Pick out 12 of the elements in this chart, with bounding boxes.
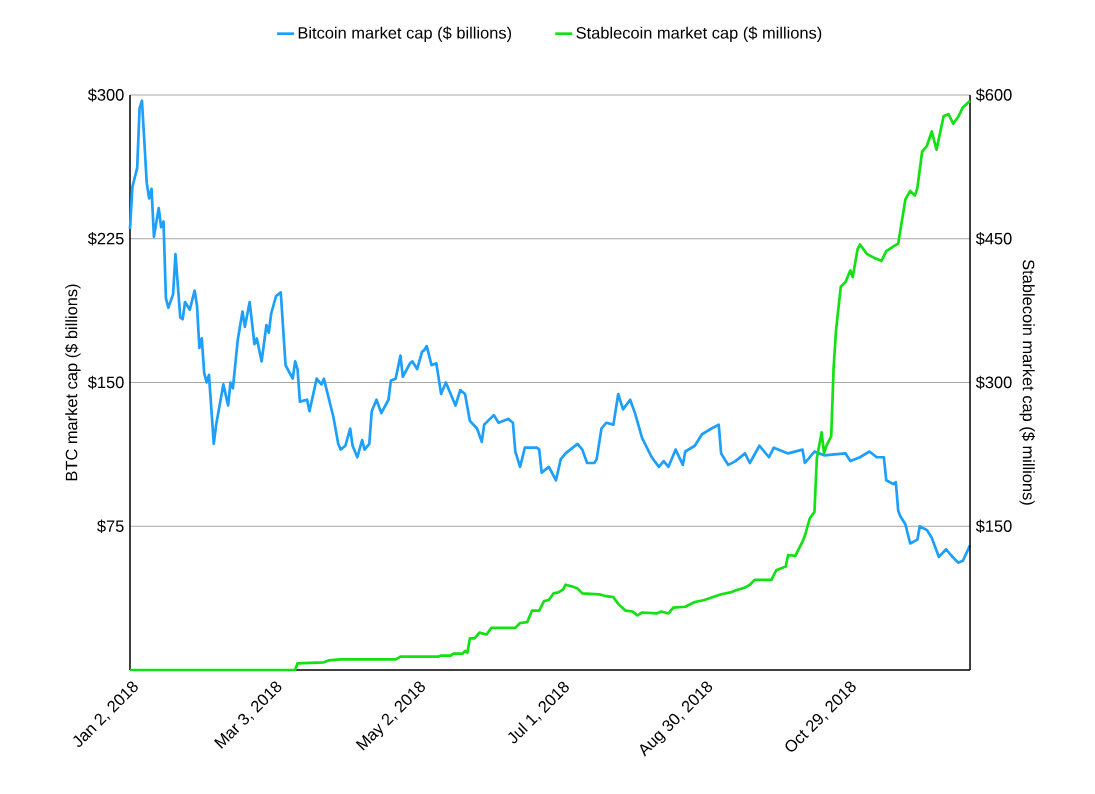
y2-tick-label: $150 [975,519,1012,533]
y2-axis-title: Stablecoin market cap ($ millions) [1019,259,1036,505]
y2-tick-label: $600 [975,88,1012,102]
y2-tick-label: $300 [975,375,1012,390]
y-axis-title: BTC market cap ($ billions) [65,284,81,481]
y-tick-label: $300 [87,88,124,102]
y-tick-label: $225 [87,232,124,246]
legend-label: Stablecoin market cap ($ millions) [576,26,822,42]
y-tick-label: $150 [87,375,124,390]
y-tick-label: $75 [97,519,124,533]
y2-tick-label: $450 [975,232,1012,246]
legend-label: Bitcoin market cap ($ billions) [298,26,512,42]
